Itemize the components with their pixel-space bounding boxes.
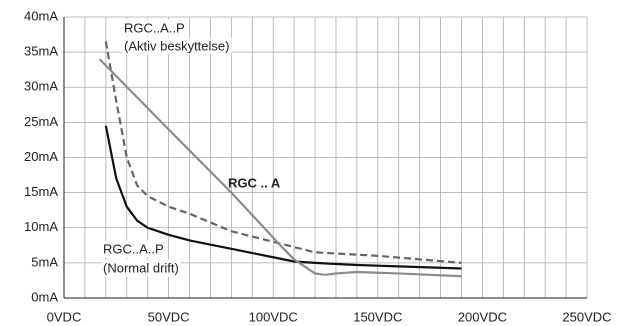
annotation: (Normal drift): [103, 260, 179, 275]
annotation-bg: [101, 240, 166, 258]
x-tick-label: 0VDC: [47, 309, 82, 324]
series-line: [104, 41, 462, 264]
y-tick-label: 5mA: [31, 254, 58, 269]
y-tick-label: 40mA: [24, 8, 58, 23]
x-tick-label: 100VDC: [249, 309, 298, 324]
series-line: [98, 58, 462, 278]
annotation-bg: [101, 259, 181, 277]
annotation: RGC .. A: [228, 175, 281, 190]
x-tick-label: 250VDC: [562, 309, 611, 324]
annotation: (Aktiv beskyttelse): [124, 38, 229, 53]
x-tick-label: 200VDC: [458, 309, 507, 324]
y-tick-label: 10mA: [24, 219, 58, 234]
x-tick-label: 150VDC: [353, 309, 402, 324]
series-line: [104, 125, 462, 270]
y-tick-label: 20mA: [24, 149, 58, 164]
annotation-bg: [122, 19, 187, 37]
y-tick-label: 0mA: [31, 289, 58, 304]
y-tick-label: 35mA: [24, 44, 58, 59]
y-tick-label: 30mA: [24, 79, 58, 94]
annotation-bg: [122, 37, 232, 55]
annotation: RGC..A..P: [103, 241, 164, 256]
y-tick-label: 15mA: [24, 184, 58, 199]
annotation: RGC..A..P: [124, 20, 185, 35]
x-tick-label: 50VDC: [148, 309, 190, 324]
y-tick-label: 25mA: [24, 114, 58, 129]
